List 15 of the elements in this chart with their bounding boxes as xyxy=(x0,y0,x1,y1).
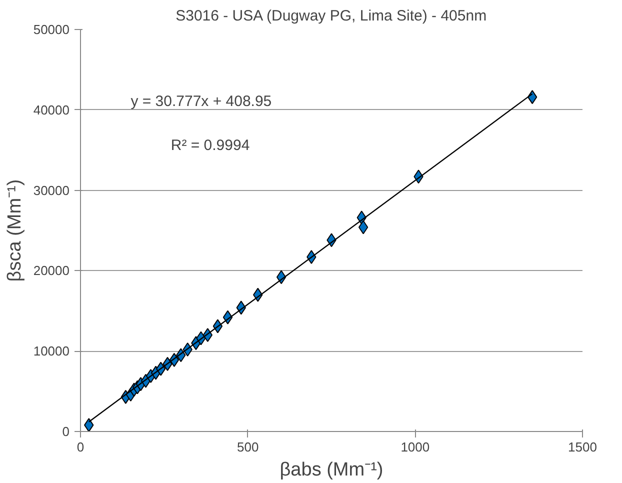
y-tick-label: 30000 xyxy=(33,182,70,198)
x-axis-title: βabs (Mm⁻¹) xyxy=(280,460,384,480)
y-axis-title: βsca (Mm⁻¹) xyxy=(4,179,26,282)
x-tick-label: 1000 xyxy=(400,440,430,454)
y-tick-label: 50000 xyxy=(33,22,70,37)
annotation: y = 30.777x + 408.95 xyxy=(130,92,272,110)
chart-title: S3016 - USA (Dugway PG, Lima Site) - 405nm xyxy=(176,8,487,24)
annotation: R² = 0.9994 xyxy=(170,137,250,154)
y-tick-label: 40000 xyxy=(33,102,70,118)
y-tick-label: 20000 xyxy=(33,263,70,278)
y-tick-label: 0 xyxy=(62,424,70,439)
x-tick-label: 0 xyxy=(76,440,84,454)
x-tick-label: 1500 xyxy=(568,440,597,454)
y-tick-label: 10000 xyxy=(33,344,70,359)
x-tick-label: 500 xyxy=(236,440,259,454)
